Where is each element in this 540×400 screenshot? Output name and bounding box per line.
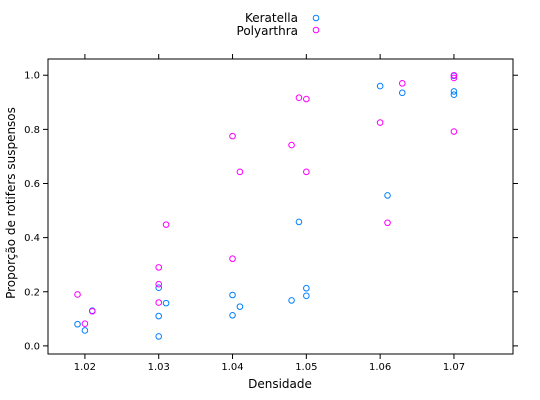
plot-area-border — [47, 58, 514, 355]
x-tick-label: 1.05 — [295, 362, 317, 373]
data-point-polyarthra — [155, 280, 163, 288]
data-point-polyarthra — [288, 141, 295, 149]
data-point-polyarthra — [376, 119, 384, 126]
data-point-polyarthra — [450, 71, 458, 79]
x-axis: 1.02 1.03 1.04 1.05 1.06 1.07 — [74, 54, 465, 373]
data-point-keratella — [450, 88, 458, 95]
data-point-keratella — [295, 218, 303, 226]
data-point-keratella — [155, 312, 163, 320]
data-point-polyarthra — [229, 255, 236, 263]
x-tick-label: 1.03 — [148, 362, 170, 373]
y-tick-label: 1.0 — [24, 71, 40, 82]
data-point-keratella — [288, 297, 295, 304]
data-point-keratella — [384, 192, 391, 199]
legend-marker-polyarthra — [312, 26, 320, 34]
data-point-keratella — [229, 311, 236, 319]
x-axis-label: Densidade — [248, 377, 312, 391]
legend-label-keratella: Keratella — [245, 11, 298, 25]
data-point-keratella — [303, 284, 310, 292]
data-point-polyarthra — [162, 221, 170, 228]
x-tick-label: 1.02 — [74, 362, 96, 373]
data-point-keratella — [236, 303, 244, 310]
data-point-polyarthra — [384, 219, 391, 227]
legend: Keratella Polyarthra — [237, 11, 320, 38]
data-point-polyarthra — [303, 168, 310, 176]
data-point-polyarthra — [450, 74, 458, 82]
data-points — [74, 71, 458, 340]
data-point-keratella — [303, 292, 310, 300]
y-tick-label: 0.4 — [24, 233, 40, 244]
data-point-polyarthra — [229, 132, 236, 140]
legend-label-polyarthra: Polyarthra — [237, 24, 298, 38]
y-tick-label: 0.0 — [24, 341, 40, 352]
data-point-polyarthra — [81, 320, 89, 327]
data-point-keratella — [398, 89, 406, 97]
y-axis-label: Proporção de rotifers suspensos — [4, 107, 18, 299]
y-tick-label: 0.8 — [24, 125, 40, 136]
y-axis: 0.0 0.2 0.4 0.6 0.8 1.0 — [24, 71, 518, 352]
data-point-polyarthra — [295, 94, 303, 102]
data-point-keratella — [81, 327, 89, 334]
data-point-keratella — [155, 333, 163, 340]
data-point-keratella — [74, 320, 81, 328]
data-point-keratella — [155, 284, 163, 291]
data-point-polyarthra — [236, 168, 244, 176]
y-tick-label: 0.6 — [24, 179, 40, 190]
x-tick-label: 1.06 — [369, 362, 391, 373]
data-point-polyarthra — [303, 95, 310, 103]
data-point-polyarthra — [155, 264, 163, 271]
x-tick-label: 1.07 — [443, 362, 465, 373]
data-point-keratella — [229, 291, 236, 299]
x-tick-label: 1.04 — [221, 362, 243, 373]
data-point-polyarthra — [88, 307, 96, 315]
data-point-keratella — [162, 299, 170, 307]
legend-marker-keratella — [312, 14, 320, 22]
data-point-polyarthra — [74, 291, 81, 298]
data-point-keratella — [376, 82, 384, 90]
data-point-polyarthra — [155, 299, 163, 306]
data-point-keratella — [450, 91, 458, 99]
y-tick-label: 0.2 — [24, 287, 40, 298]
data-point-polyarthra — [450, 128, 458, 135]
data-point-polyarthra — [398, 80, 406, 87]
